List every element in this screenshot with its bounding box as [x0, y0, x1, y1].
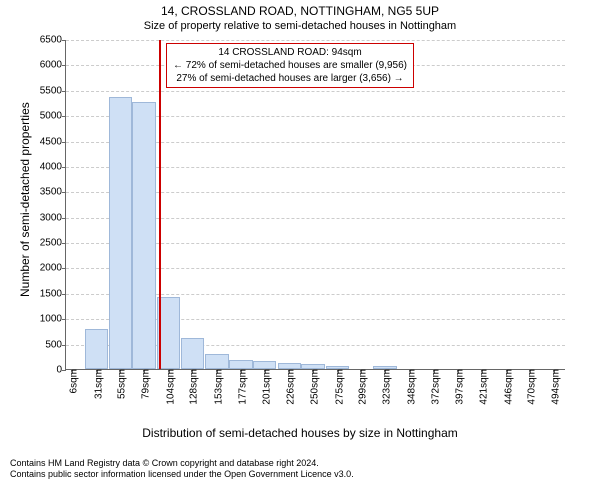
y-tick-label: 2000 — [40, 263, 66, 274]
y-tick-label: 5000 — [40, 111, 66, 122]
histogram-bar — [181, 338, 204, 369]
x-tick-label: 79sqm — [137, 369, 152, 399]
histogram-bar — [85, 329, 108, 369]
histogram-bar — [253, 361, 276, 369]
annotation-line: 14 CROSSLAND ROAD: 94sqm — [173, 46, 407, 59]
x-tick-label: 31sqm — [89, 369, 104, 399]
y-axis-label: Number of semi-detached properties — [18, 117, 32, 297]
annotation-line: ← 72% of semi-detached houses are smalle… — [173, 59, 407, 72]
x-tick-label: 226sqm — [282, 369, 297, 405]
x-tick-label: 494sqm — [547, 369, 562, 405]
y-tick-label: 3000 — [40, 212, 66, 223]
y-tick-label: 500 — [45, 339, 66, 350]
x-tick-label: 372sqm — [426, 369, 441, 405]
footer-attribution: Contains HM Land Registry data © Crown c… — [10, 458, 354, 480]
y-tick-label: 1500 — [40, 288, 66, 299]
x-tick-label: 104sqm — [161, 369, 176, 405]
chart-title: 14, CROSSLAND ROAD, NOTTINGHAM, NG5 5UP — [0, 4, 600, 18]
grid-line — [66, 40, 565, 41]
chart-subtitle: Size of property relative to semi-detach… — [0, 20, 600, 32]
annotation-line: 27% of semi-detached houses are larger (… — [173, 72, 407, 85]
x-tick-label: 470sqm — [523, 369, 538, 405]
x-tick-label: 421sqm — [475, 369, 490, 405]
y-tick-label: 4000 — [40, 161, 66, 172]
footer-line-1: Contains HM Land Registry data © Crown c… — [10, 458, 354, 469]
y-tick-label: 5500 — [40, 85, 66, 96]
x-tick-label: 348sqm — [402, 369, 417, 405]
y-tick-label: 2500 — [40, 238, 66, 249]
y-tick-label: 3500 — [40, 187, 66, 198]
x-tick-label: 128sqm — [185, 369, 200, 405]
reference-line — [159, 40, 161, 369]
x-tick-label: 177sqm — [233, 369, 248, 405]
y-tick-label: 6500 — [40, 35, 66, 46]
histogram-bar — [229, 360, 252, 369]
x-tick-label: 275sqm — [330, 369, 345, 405]
x-tick-label: 323sqm — [378, 369, 393, 405]
x-tick-label: 201sqm — [257, 369, 272, 405]
property-size-histogram: 14, CROSSLAND ROAD, NOTTINGHAM, NG5 5UP … — [0, 0, 600, 500]
x-tick-label: 397sqm — [451, 369, 466, 405]
x-tick-label: 250sqm — [306, 369, 321, 405]
x-tick-label: 55sqm — [113, 369, 128, 399]
histogram-bar — [132, 102, 155, 369]
x-axis-label: Distribution of semi-detached houses by … — [0, 426, 600, 440]
x-tick-label: 299sqm — [354, 369, 369, 405]
y-tick-label: 1000 — [40, 314, 66, 325]
x-tick-label: 6sqm — [64, 369, 79, 393]
y-tick-label: 6000 — [40, 60, 66, 71]
histogram-bar — [205, 354, 228, 369]
y-tick-label: 4500 — [40, 136, 66, 147]
x-tick-label: 153sqm — [210, 369, 225, 405]
annotation-box: 14 CROSSLAND ROAD: 94sqm← 72% of semi-de… — [166, 43, 414, 88]
x-tick-label: 446sqm — [499, 369, 514, 405]
grid-line — [66, 91, 565, 92]
footer-line-2: Contains public sector information licen… — [10, 469, 354, 480]
plot-area: 0500100015002000250030003500400045005000… — [65, 40, 565, 370]
histogram-bar — [109, 97, 132, 369]
